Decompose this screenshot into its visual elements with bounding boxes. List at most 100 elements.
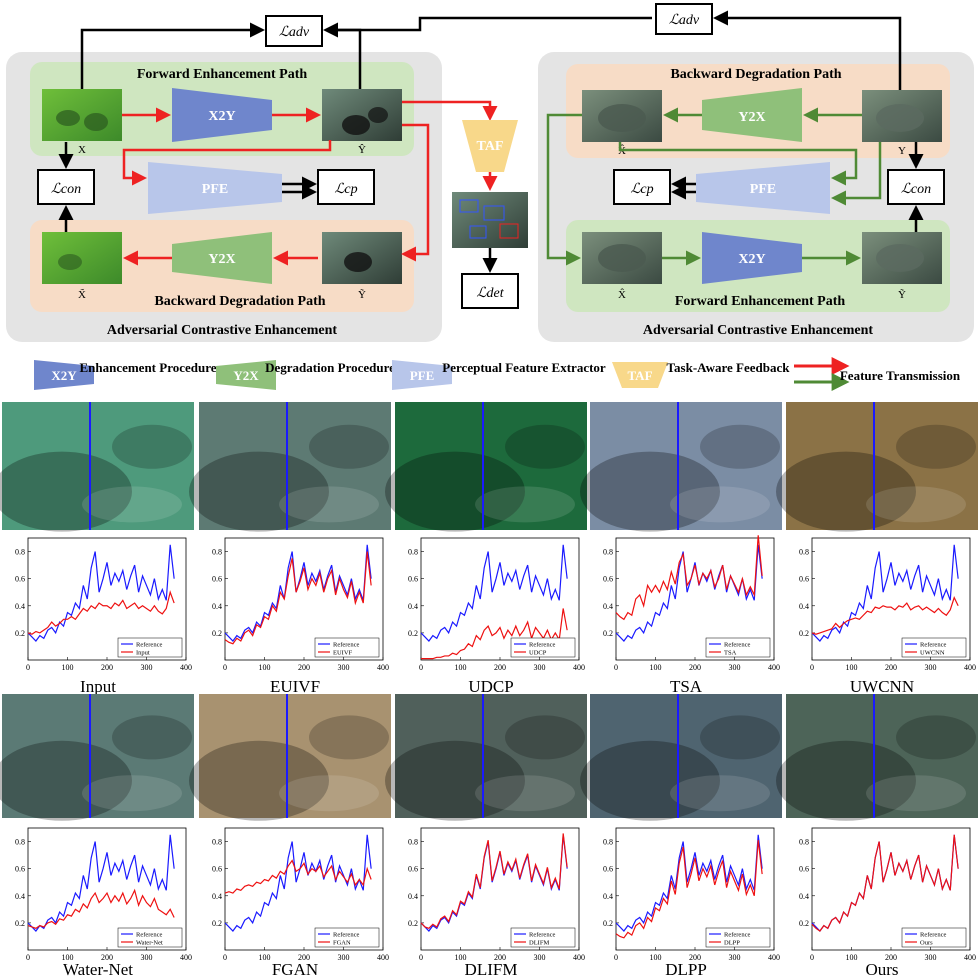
- method-panel-euivf: 0 100 200 300 4000.20.40.60.8ReferenceEUIVFE…: [189, 402, 391, 696]
- y2x-label-right: Y2X: [738, 110, 765, 125]
- loss-con-left-label: ℒcon: [51, 182, 81, 197]
- x-tick-label: 100: [846, 953, 858, 962]
- x2y-label-right: X2Y: [738, 252, 765, 267]
- legend-reference-label: Reference: [724, 932, 750, 939]
- left-panel-title: Adversarial Contrastive Enhancement: [107, 323, 338, 338]
- y-tick-label: 0.4: [212, 602, 222, 611]
- left-yhat-image: [322, 89, 402, 141]
- legend: X2Y Enhancement Procedure Y2X Degradatio…: [34, 357, 961, 391]
- legend-x2y-swatch: [34, 360, 94, 390]
- y-tick-label: 0.8: [799, 548, 809, 557]
- x-tick-label: 0: [614, 953, 618, 962]
- label-xtilde: X̃: [78, 288, 86, 301]
- legend-y2x-desc: Degradation Procedure: [265, 360, 395, 375]
- x2y-label-left: X2Y: [208, 109, 235, 124]
- y-tick-label: 0.6: [15, 865, 25, 874]
- y-tick-label: 0.2: [408, 919, 418, 928]
- y-tick-label: 0.8: [799, 838, 809, 847]
- y-tick-label: 0.2: [603, 629, 613, 638]
- x-tick-label: 200: [101, 663, 113, 672]
- y-tick-label: 0.6: [212, 865, 222, 874]
- underwater-photo: [580, 402, 782, 532]
- x-tick-label: 400: [768, 953, 780, 962]
- x-tick-label: 100: [62, 663, 74, 672]
- method-series: [420, 833, 568, 930]
- x-tick-label: 100: [62, 953, 74, 962]
- y-tick-label: 0.2: [799, 629, 809, 638]
- x-tick-label: 100: [455, 953, 467, 962]
- loss-cp-left-label: ℒcp: [334, 182, 357, 197]
- legend-method-label: Ours: [920, 940, 933, 947]
- legend-reference-label: Reference: [136, 932, 162, 939]
- left-xtilde-image: [42, 232, 122, 284]
- y-tick-label: 0.4: [799, 892, 809, 901]
- y-tick-label: 0.4: [15, 892, 25, 901]
- x-tick-label: 400: [964, 663, 976, 672]
- right-xhat2-image: [582, 232, 662, 284]
- y-tick-label: 0.6: [212, 575, 222, 584]
- x-tick-label: 0: [26, 953, 30, 962]
- x-tick-label: 300: [338, 663, 350, 672]
- y-tick-label: 0.8: [212, 548, 222, 557]
- loss-cp-right-label: ℒcp: [630, 182, 653, 197]
- loss-cp-right: [613, 169, 671, 205]
- x-tick-label: 200: [885, 663, 897, 672]
- left-arrows: [58, 22, 498, 266]
- method-series: [27, 590, 175, 635]
- method-panel-dlpp: 0 100 200 300 4000.20.40.60.8ReferenceDLPPDL…: [580, 694, 782, 979]
- method-panel-uwcnn: 0 100 200 300 4000.20.40.60.8ReferenceUWCNNU…: [776, 402, 978, 696]
- y2x-module-right: [702, 88, 802, 142]
- legend-reference-label: Reference: [529, 932, 555, 939]
- x-tick-label: 100: [455, 663, 467, 672]
- x-tick-label: 100: [650, 953, 662, 962]
- x-tick-label: 200: [298, 953, 310, 962]
- x-tick-label: 300: [338, 953, 350, 962]
- x-tick-label: 200: [101, 953, 113, 962]
- label-x: X: [78, 144, 86, 156]
- legend-pfe-swatch: [392, 360, 452, 390]
- y-tick-label: 0.4: [799, 602, 809, 611]
- underwater-photo: [189, 402, 391, 532]
- legend-method-label: DLPP: [724, 940, 740, 947]
- method-caption: Ours: [865, 960, 898, 979]
- architecture-diagram: Forward Enhancement Path Backward Degrad…: [6, 3, 974, 342]
- underwater-photo: [0, 694, 194, 821]
- y2x-module-left: [172, 232, 272, 284]
- y-tick-label: 0.6: [603, 865, 613, 874]
- y-tick-label: 0.8: [212, 838, 222, 847]
- legend-x2y-desc: Enhancement Procedure: [79, 360, 216, 375]
- reference-series: [27, 834, 175, 932]
- x-tick-label: 0: [810, 953, 814, 962]
- method-caption: DLPP: [665, 960, 707, 979]
- loss-adv-right: [655, 3, 713, 35]
- right-backward-title: Backward Degradation Path: [670, 67, 841, 82]
- right-forward-title: Forward Enhancement Path: [675, 294, 846, 309]
- legend-method-label: DLIFM: [529, 940, 549, 947]
- x-tick-label: 0: [223, 663, 227, 672]
- y-tick-label: 0.4: [408, 892, 418, 901]
- x-tick-label: 300: [534, 663, 546, 672]
- legend-pfe-key: PFE: [410, 368, 435, 383]
- x-tick-label: 0: [419, 663, 423, 672]
- loss-cp-left: [317, 169, 375, 205]
- pfe-module-left: [148, 162, 282, 214]
- x-tick-label: 400: [573, 663, 585, 672]
- x-tick-label: 0: [419, 953, 423, 962]
- x-tick-label: 0: [810, 663, 814, 672]
- x-tick-label: 200: [885, 953, 897, 962]
- loss-adv-left: [265, 15, 323, 47]
- legend-method-label: TSA: [724, 650, 737, 657]
- legend-reference-label: Reference: [920, 932, 946, 939]
- y-tick-label: 0.2: [799, 919, 809, 928]
- label-xhat2: X̂: [618, 288, 626, 301]
